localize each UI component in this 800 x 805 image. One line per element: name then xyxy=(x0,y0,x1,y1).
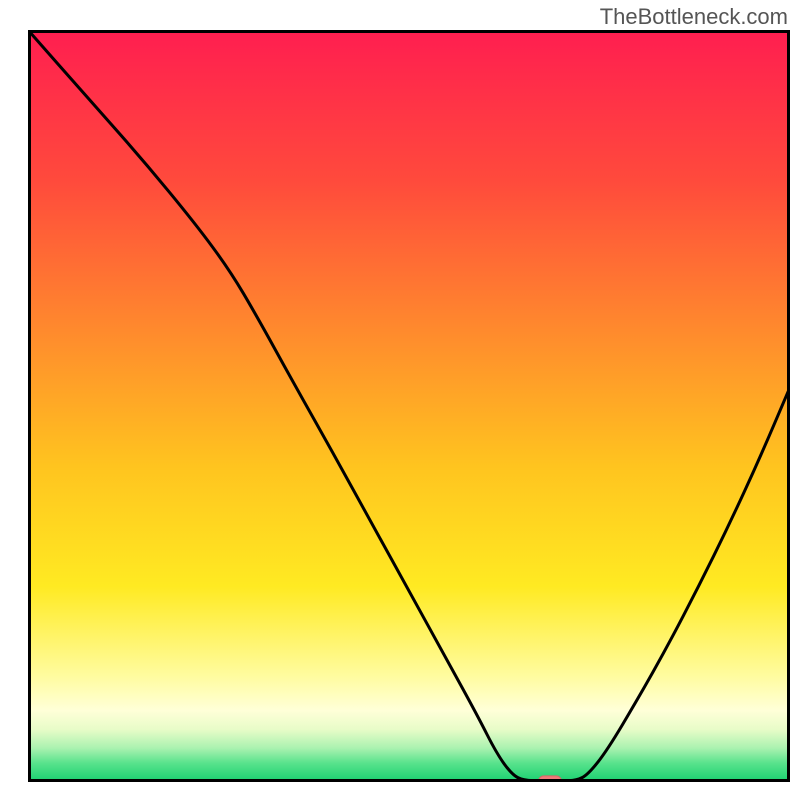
watermark-text: TheBottleneck.com xyxy=(600,4,788,30)
chart-svg xyxy=(0,0,800,800)
plot-area xyxy=(28,30,790,786)
bottleneck-chart: TheBottleneck.com xyxy=(0,0,800,800)
gradient-background xyxy=(28,30,790,782)
